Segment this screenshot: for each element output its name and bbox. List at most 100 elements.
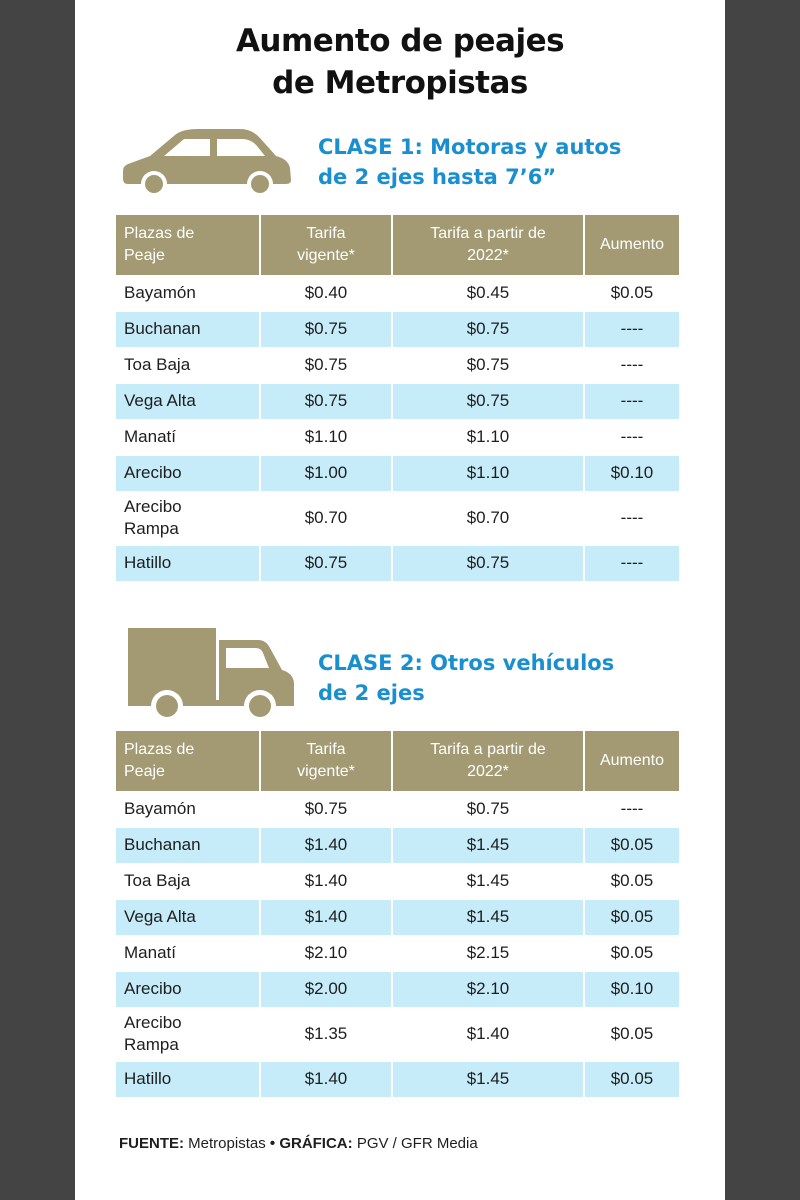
current-fare-cell: $0.70 (260, 491, 393, 546)
plaza-cell: Arecibo Rampa (116, 1007, 261, 1062)
plaza-cell: Toa Baja (116, 347, 261, 384)
class1-fare-table: Plazas de Peaje Tarifa vigente* Tarifa a p… (116, 215, 679, 582)
new-fare-cell: $0.75 (392, 791, 585, 828)
new-fare-cell: $0.45 (392, 275, 585, 312)
increase-cell: ---- (584, 311, 679, 348)
table-row: Bayamón $0.40 $0.45 $0.05 (116, 275, 679, 312)
car-icon (123, 129, 291, 196)
current-fare-cell: $0.75 (260, 347, 393, 384)
new-fare-cell: $1.45 (392, 827, 585, 864)
page-title-line1: Aumento de peajes (235, 23, 565, 59)
plaza-cell: Buchanan (116, 827, 261, 864)
table-row: Buchanan $1.40 $1.45 $0.05 (116, 827, 679, 864)
table-row: Toa Baja $0.75 $0.75 ---- (116, 347, 679, 384)
new-fare-cell: $0.75 (392, 545, 585, 582)
table-row: Arecibo Rampa $0.70 $0.70 ---- (116, 491, 679, 546)
graphic-value: PGV / GFR Media (356, 1135, 478, 1152)
table-row: Arecibo $2.00 $2.10 $0.10 (116, 971, 679, 1008)
col-header-plaza: Plazas de Peaje (116, 215, 261, 275)
plaza-cell: Hatillo (116, 1061, 261, 1098)
new-fare-cell: $1.10 (392, 419, 585, 456)
increase-cell: $0.05 (584, 863, 679, 900)
plaza-cell: Manatí (116, 419, 261, 456)
class1-heading-line1: CLASE 1: Motoras y autos (318, 135, 622, 159)
current-fare-cell: $1.10 (260, 419, 393, 456)
increase-cell: ---- (584, 545, 679, 582)
plaza-cell: Buchanan (116, 311, 261, 348)
current-fare-cell: $2.00 (260, 971, 393, 1008)
plaza-cell: Arecibo (116, 971, 261, 1008)
increase-cell: ---- (584, 383, 679, 420)
current-fare-cell: $1.40 (260, 899, 393, 936)
source-value: Metropistas (188, 1135, 266, 1152)
new-fare-cell: $1.45 (392, 899, 585, 936)
increase-cell: $0.10 (584, 455, 679, 492)
col-header-current-fare: Tarifa vigente* (260, 731, 393, 791)
plaza-cell: Bayamón (116, 791, 261, 828)
current-fare-cell: $1.40 (260, 1061, 393, 1098)
col-header-plaza: Plazas de Peaje (116, 731, 261, 791)
current-fare-cell: $0.75 (260, 545, 393, 582)
new-fare-cell: $0.75 (392, 347, 585, 384)
new-fare-cell: $0.70 (392, 491, 585, 546)
current-fare-cell: $1.40 (260, 863, 393, 900)
new-fare-cell: $2.15 (392, 935, 585, 972)
new-fare-cell: $1.45 (392, 863, 585, 900)
increase-cell: ---- (584, 791, 679, 828)
new-fare-cell: $1.40 (392, 1007, 585, 1062)
plaza-cell: Arecibo Rampa (116, 491, 261, 546)
col-header-current-fare: Tarifa vigente* (260, 215, 393, 275)
plaza-cell: Arecibo (116, 455, 261, 492)
col-header-increase: Aumento (584, 215, 679, 275)
page-title-line2: de Metropistas (272, 65, 528, 101)
increase-cell: $0.05 (584, 1061, 679, 1098)
source-label: FUENTE: (119, 1135, 184, 1152)
class2-fare-table: Plazas de Peaje Tarifa vigente* Tarifa a p… (116, 731, 679, 1098)
plaza-cell: Hatillo (116, 545, 261, 582)
table-row: Toa Baja $1.40 $1.45 $0.05 (116, 863, 679, 900)
current-fare-cell: $0.75 (260, 383, 393, 420)
increase-cell: ---- (584, 419, 679, 456)
increase-cell: $0.05 (584, 899, 679, 936)
new-fare-cell: $1.10 (392, 455, 585, 492)
class2-heading-line1: CLASE 2: Otros vehículos (318, 651, 615, 675)
class2-heading-line2: de 2 ejes (318, 681, 425, 705)
increase-cell: $0.10 (584, 971, 679, 1008)
table-row: Buchanan $0.75 $0.75 ---- (116, 311, 679, 348)
plaza-cell: Manatí (116, 935, 261, 972)
plaza-cell: Toa Baja (116, 863, 261, 900)
graphic-label: GRÁFICA: (279, 1135, 353, 1152)
truck-icon (128, 628, 294, 722)
class2-heading: CLASE 2: Otros vehículos de 2 ejes (318, 648, 614, 708)
table-row: Arecibo $1.00 $1.10 $0.10 (116, 455, 679, 492)
plaza-cell: Vega Alta (116, 899, 261, 936)
current-fare-cell: $1.40 (260, 827, 393, 864)
table-row: Bayamón $0.75 $0.75 ---- (116, 791, 679, 828)
table-header-row: Plazas de Peaje Tarifa vigente* Tarifa a p… (116, 215, 679, 275)
table-row: Arecibo Rampa $1.35 $1.40 $0.05 (116, 1007, 679, 1062)
col-header-new-fare: Tarifa a partir de 2022* (392, 215, 585, 275)
current-fare-cell: $0.75 (260, 311, 393, 348)
class1-heading: CLASE 1: Motoras y autos de 2 ejes hasta… (318, 132, 621, 192)
new-fare-cell: $1.45 (392, 1061, 585, 1098)
current-fare-cell: $0.75 (260, 791, 393, 828)
increase-cell: $0.05 (584, 1007, 679, 1062)
page-title: Aumento de peajes de Metropistas (75, 20, 725, 104)
table-row: Manatí $1.10 $1.10 ---- (116, 419, 679, 456)
plaza-cell: Vega Alta (116, 383, 261, 420)
increase-cell: $0.05 (584, 275, 679, 312)
table-header-row: Plazas de Peaje Tarifa vigente* Tarifa a p… (116, 731, 679, 791)
new-fare-cell: $0.75 (392, 383, 585, 420)
infographic-page: Aumento de peajes de Metropistas CLASE 1… (75, 0, 725, 1200)
class1-heading-line2: de 2 ejes hasta 7’6” (318, 165, 557, 189)
table-row: Hatillo $0.75 $0.75 ---- (116, 545, 679, 582)
col-header-new-fare: Tarifa a partir de 2022* (392, 731, 585, 791)
new-fare-cell: $2.10 (392, 971, 585, 1008)
increase-cell: ---- (584, 491, 679, 546)
table-row: Vega Alta $1.40 $1.45 $0.05 (116, 899, 679, 936)
table-row: Hatillo $1.40 $1.45 $0.05 (116, 1061, 679, 1098)
col-header-increase: Aumento (584, 731, 679, 791)
table-row: Vega Alta $0.75 $0.75 ---- (116, 383, 679, 420)
increase-cell: ---- (584, 347, 679, 384)
current-fare-cell: $1.35 (260, 1007, 393, 1062)
